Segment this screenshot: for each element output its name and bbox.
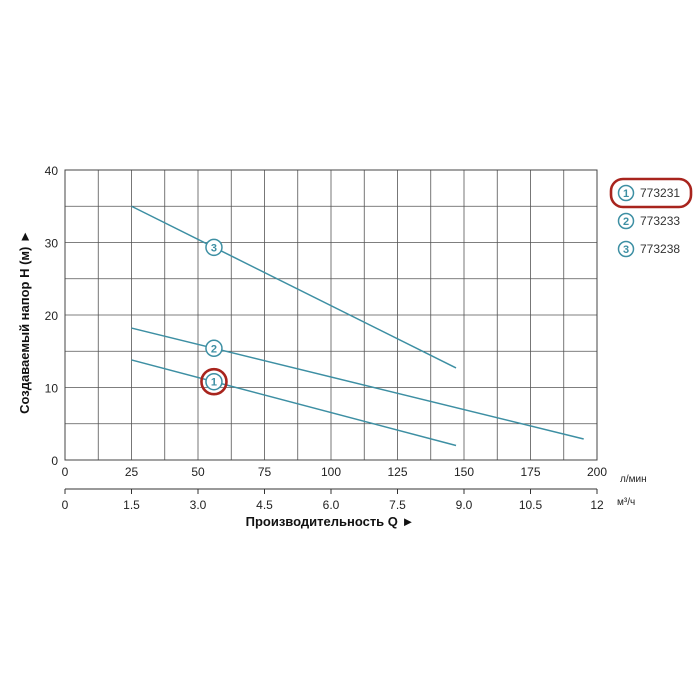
x-tick-label: 125 [387,465,407,479]
x-tick-label: 150 [454,465,474,479]
series-line-1 [131,359,457,447]
series-markers: 1 2 3 [200,238,228,396]
x2-unit-label: м³/ч [617,497,635,508]
x2-tick-label: 4.5 [256,498,273,512]
x-tick-label: 50 [191,465,205,479]
series-marker-1: 1 [200,367,228,396]
series-line-3 [131,205,457,369]
legend-entry-2: 2 773233 [617,212,680,230]
x2-tick-label: 12 [590,498,604,512]
x2-tick-label: 7.5 [389,498,406,512]
y-tick-label: 0 [51,454,58,468]
x-unit-label: л/мин [620,474,647,485]
legend-label: 773233 [640,214,680,228]
legend-marker-circle [617,212,635,230]
highlight-ring [200,367,228,396]
x-tick-label: 100 [321,465,341,479]
legend-marker-number: 3 [623,244,629,256]
legend-entry-1: 1 773231 [609,177,693,209]
legend-marker-circle [617,240,635,258]
x2-tick-label: 1.5 [123,498,140,512]
x2-tick-label: 10.5 [519,498,543,512]
series-marker-3: 3 [205,238,223,257]
series-marker-2: 2 [205,339,223,358]
legend-marker-number: 2 [623,216,629,228]
legend-marker-number: 1 [623,188,629,200]
x2-tick-label: 0 [62,498,69,512]
legend-label: 773238 [640,242,680,256]
marker-circle [205,372,223,391]
x-tick-label: 175 [520,465,540,479]
y-tick-label: 20 [45,309,59,323]
marker-circle [205,339,223,358]
x-tick-label: 200 [587,465,607,479]
legend-marker-circle [617,184,635,202]
x-tick-label: 25 [125,465,139,479]
secondary-x-axis: 0 1.5 3.0 4.5 6.0 7.5 9.0 10.5 12 [62,488,604,512]
x-tick-labels: 0 25 50 75 100 125 150 175 200 [62,465,608,479]
x2-tick-label: 6.0 [323,498,340,512]
y-axis-title: Создаваемый напор H (м) ► [17,230,32,414]
legend: 1 773231 2 773233 3 773238 [609,177,693,258]
x-tick-label: 0 [62,465,69,479]
x-tick-label: 75 [258,465,272,479]
legend-entry-3: 3 773238 [617,240,680,258]
marker-number: 3 [211,242,217,254]
plot-frame [64,169,598,461]
y-tick-label: 40 [45,164,59,178]
marker-circle [205,238,223,257]
marker-number: 2 [211,343,217,355]
x2-tick-label: 9.0 [456,498,473,512]
y-tick-label: 10 [45,382,59,396]
y-tick-label: 30 [45,237,59,251]
legend-label: 773231 [640,186,680,200]
legend-highlight-frame [609,177,693,209]
marker-number: 1 [211,377,217,389]
x2-tick-label: 3.0 [190,498,207,512]
x-axis-title: Производительность Q ► [246,514,415,529]
series-line-2 [131,327,584,440]
y-tick-labels: 0 10 20 30 40 [45,164,59,468]
grid [65,170,597,460]
